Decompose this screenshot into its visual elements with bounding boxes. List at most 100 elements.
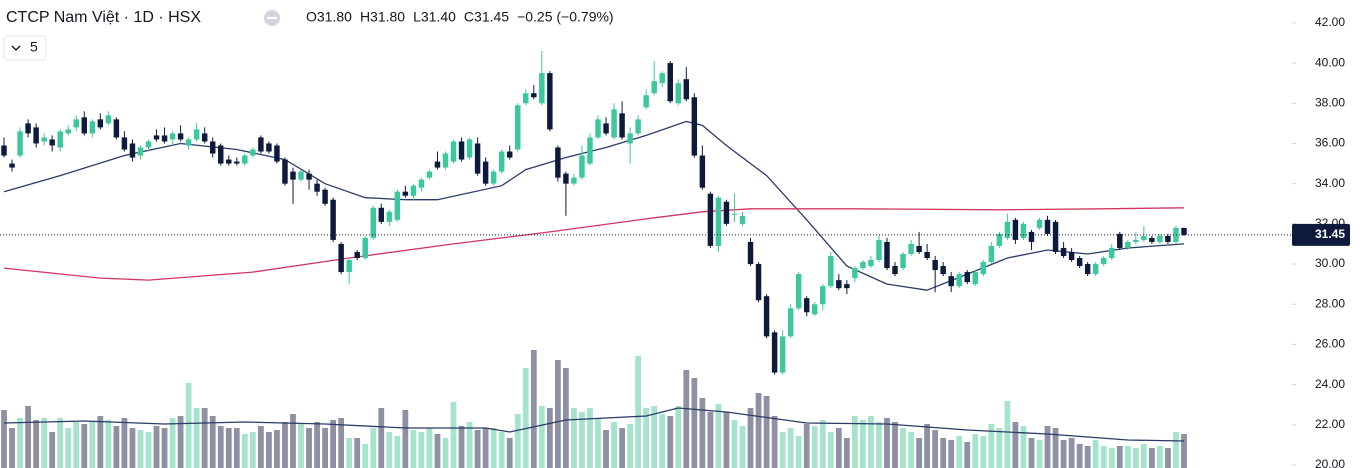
volume-bar: [49, 432, 56, 468]
candle-body: [306, 173, 312, 180]
candle-body: [89, 121, 96, 134]
indicator-count: 5: [30, 39, 38, 55]
candle-body: [820, 286, 826, 305]
candle-body: [611, 109, 617, 138]
volume-bar: [667, 416, 674, 468]
volume-bar: [964, 442, 971, 468]
volume-bar: [699, 398, 706, 468]
candle-body: [474, 143, 481, 174]
candle-body: [9, 163, 15, 168]
candle-body: [226, 159, 232, 164]
indicator-button[interactable]: 5: [3, 35, 47, 61]
candle-body: [466, 139, 473, 158]
candle-body: [1060, 247, 1067, 257]
y-tick-label: 38.00: [1315, 95, 1345, 109]
candle-body: [498, 151, 505, 172]
candle-body: [940, 266, 946, 275]
volume-bar: [217, 426, 224, 468]
volume-bar: [900, 428, 906, 468]
candle-body: [121, 137, 128, 150]
y-tick-label: 24.00: [1315, 377, 1345, 391]
volume-bar: [988, 424, 995, 468]
candle-body: [426, 171, 433, 178]
volume-bar: [1084, 446, 1091, 468]
candle-body: [346, 260, 352, 273]
volume-bar: [908, 432, 914, 468]
candle-body: [201, 133, 208, 142]
candle-body: [153, 135, 160, 140]
candle-body: [787, 308, 794, 337]
candle-body: [386, 211, 393, 222]
candle-body: [643, 95, 649, 108]
volume-bar: [595, 418, 601, 468]
volume-bar: [876, 422, 882, 468]
candle-body: [17, 131, 23, 156]
settings-icon[interactable]: [264, 10, 280, 26]
candle-body: [1044, 219, 1051, 234]
candle-body: [185, 139, 192, 146]
volume-bar: [81, 424, 88, 468]
volume-bar: [346, 438, 353, 468]
y-tick-label: 22.00: [1315, 417, 1345, 431]
volume-bar: [9, 428, 15, 468]
candle-body: [1100, 258, 1107, 265]
volume-bar: [571, 408, 577, 468]
candle-body: [1084, 264, 1091, 275]
candle-body: [354, 251, 360, 259]
volume-bar: [1012, 422, 1019, 468]
candle-body: [370, 207, 376, 238]
candle-body: [450, 141, 457, 162]
candle-body: [755, 264, 762, 301]
candle-body: [779, 336, 786, 373]
candle-body: [33, 127, 39, 144]
y-tick-label: 34.00: [1315, 176, 1345, 190]
volume-bar: [835, 428, 842, 468]
volume-bar: [932, 430, 939, 468]
volume-bar: [249, 432, 256, 468]
candle-body: [1068, 251, 1075, 261]
candle-body: [803, 298, 810, 313]
volume-bar: [1116, 446, 1123, 468]
candle-body: [490, 171, 497, 184]
volume-bar: [1132, 448, 1139, 468]
candle-body: [1036, 219, 1043, 228]
volume-bar: [1157, 446, 1163, 468]
candle-body: [105, 115, 112, 124]
candle-body: [860, 262, 866, 269]
candle-body: [282, 159, 288, 184]
volume-bar: [916, 438, 922, 468]
volume-bar: [554, 360, 561, 468]
candle-body: [635, 119, 641, 134]
chart-title: CTCP Nam Việt · 1D · HSX: [6, 9, 201, 26]
volume-bar: [1, 410, 7, 468]
candle-body: [844, 284, 850, 289]
volume-bar: [185, 383, 192, 468]
moving-average-line: [3, 120, 1185, 291]
volume-bar: [394, 436, 401, 468]
candle-body: [410, 185, 417, 196]
volume-bar: [73, 422, 80, 468]
candle-body: [250, 149, 256, 156]
y-tick-label: 26.00: [1315, 337, 1345, 351]
candle-body: [932, 260, 938, 271]
candle-body: [458, 141, 465, 160]
y-tick-label: 30.00: [1315, 256, 1345, 270]
volume-bar: [410, 430, 417, 468]
volume-bar: [755, 393, 762, 468]
icon-minus: [267, 17, 277, 19]
candle-body: [161, 135, 168, 142]
ohlc-item: H31.80: [360, 9, 405, 25]
candle-body: [418, 179, 425, 188]
volume-bar: [282, 422, 288, 468]
volume-bar: [89, 422, 96, 468]
candle-body: [828, 256, 834, 287]
volume-bar: [924, 424, 931, 468]
candle-body: [1012, 219, 1019, 240]
volume-bar: [41, 418, 48, 468]
volume-bar: [763, 396, 770, 468]
volume-bar: [378, 408, 385, 468]
volume-bar: [514, 414, 521, 468]
volume-bar: [241, 434, 248, 468]
candle-body: [25, 123, 31, 134]
